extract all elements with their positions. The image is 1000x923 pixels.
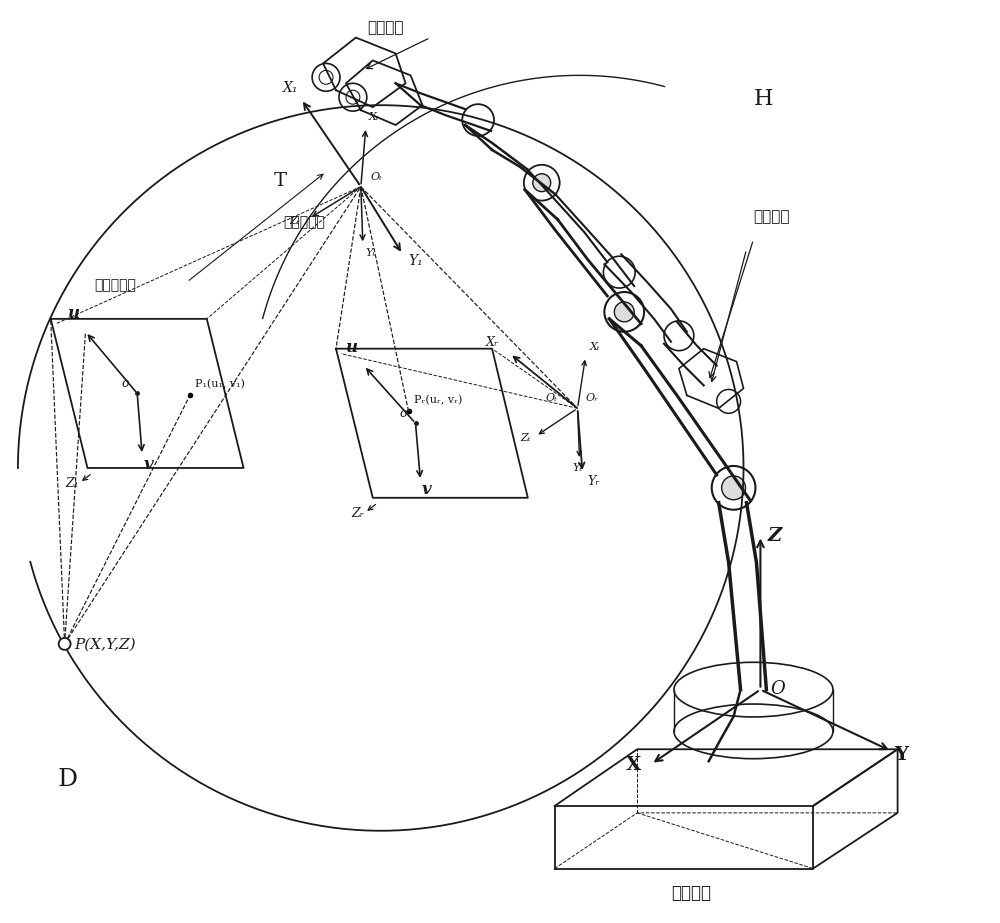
Text: o: o <box>400 407 407 420</box>
Text: Oₜ: Oₜ <box>371 172 383 182</box>
Text: Y: Y <box>895 746 909 764</box>
Text: Yₜ: Yₜ <box>366 248 376 258</box>
Text: Zₜ: Zₜ <box>289 216 300 226</box>
Circle shape <box>722 476 746 499</box>
Text: T: T <box>273 172 286 189</box>
Text: Xᵣ: Xᵣ <box>486 336 499 349</box>
Text: Yᵣ: Yᵣ <box>587 474 600 488</box>
Text: u: u <box>346 339 358 355</box>
Text: O: O <box>770 679 785 698</box>
Text: Zᵣ: Zᵣ <box>351 507 364 520</box>
Text: 相机坐标系: 相机坐标系 <box>283 215 325 230</box>
Text: 基坐标系: 基坐标系 <box>671 884 711 903</box>
Circle shape <box>614 302 634 322</box>
Text: Pᵣ(uᵣ, vᵣ): Pᵣ(uᵣ, vᵣ) <box>414 395 462 405</box>
Text: 左拍摄点: 左拍摄点 <box>367 20 404 36</box>
Text: Oₜ: Oₜ <box>546 393 558 403</box>
Text: Zₜ: Zₜ <box>520 433 530 443</box>
Text: 右拍摄点: 右拍摄点 <box>753 210 790 224</box>
Text: D: D <box>58 768 78 791</box>
Text: u: u <box>68 305 80 322</box>
Text: Oᵣ: Oᵣ <box>585 393 598 403</box>
Text: P₁(u₁, v₁): P₁(u₁, v₁) <box>195 379 245 390</box>
Text: X₁: X₁ <box>283 81 299 95</box>
Text: P(X,Y,Z): P(X,Y,Z) <box>75 638 136 652</box>
Text: X: X <box>626 756 641 774</box>
Text: v: v <box>143 456 153 473</box>
Text: o: o <box>121 378 129 390</box>
Text: Xₜ: Xₜ <box>369 112 379 122</box>
Circle shape <box>59 638 71 650</box>
Text: Yₜ: Yₜ <box>573 463 583 473</box>
Text: 工具坐标系: 工具坐标系 <box>94 278 136 292</box>
Text: H: H <box>753 88 773 110</box>
Circle shape <box>533 174 551 192</box>
Text: v: v <box>421 481 431 497</box>
Text: Y₁: Y₁ <box>409 254 423 269</box>
Text: Xₜ: Xₜ <box>589 342 600 352</box>
Text: Z₁: Z₁ <box>66 477 79 490</box>
Text: Z: Z <box>767 527 782 545</box>
